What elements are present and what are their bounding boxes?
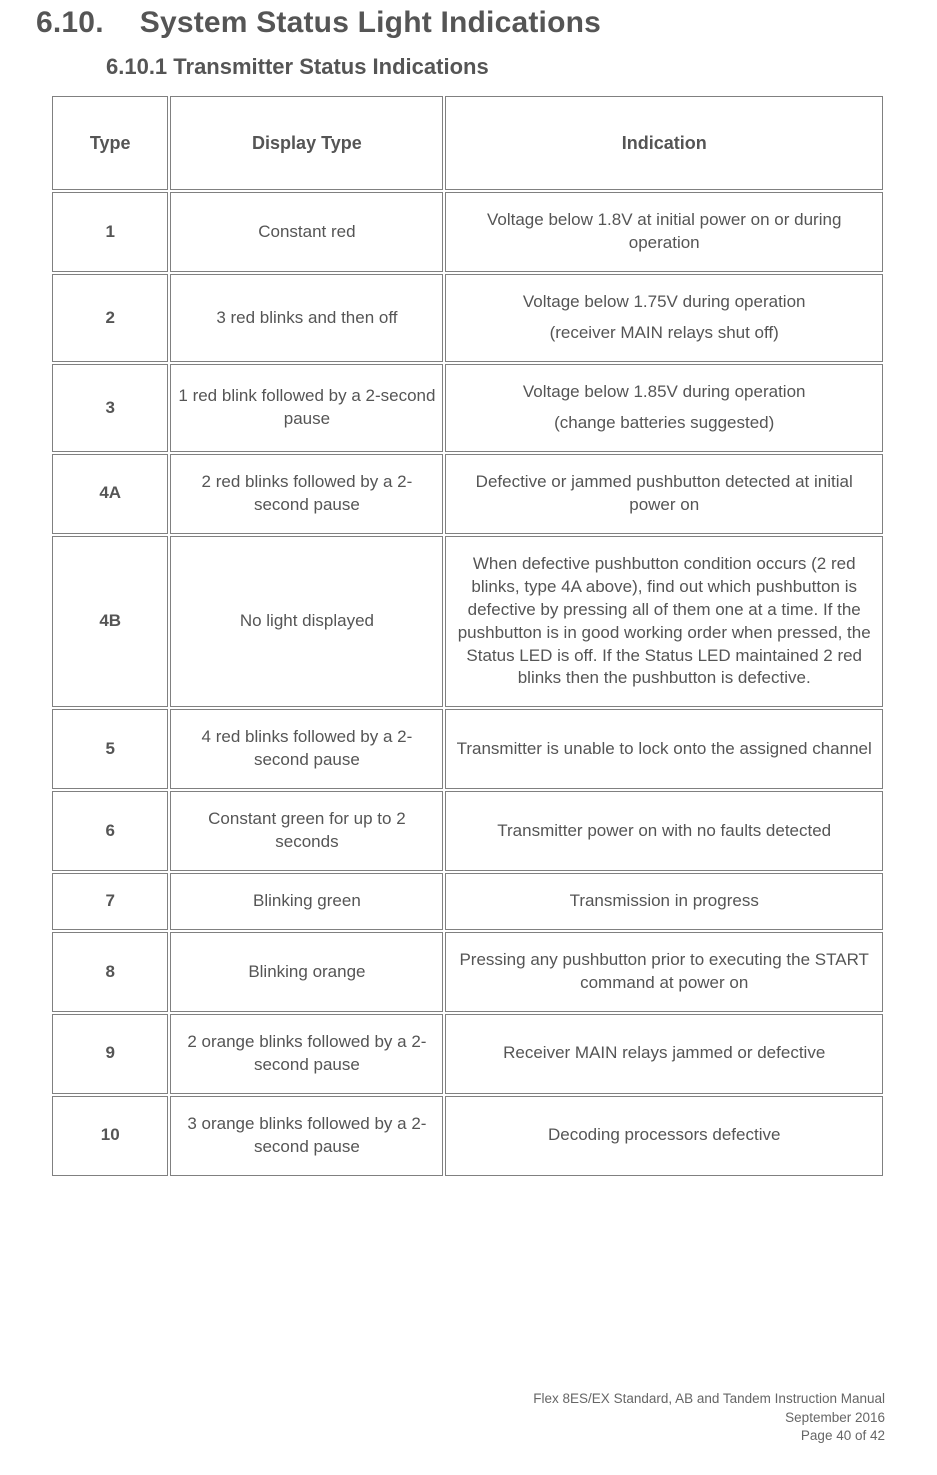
subsection-heading: 6.10.1 Transmitter Status Indications <box>106 54 887 80</box>
cell-indication: When defective pushbutton condition occu… <box>445 536 883 708</box>
cell-indication: Decoding processors defective <box>445 1096 883 1176</box>
cell-type: 6 <box>52 791 168 871</box>
cell-type: 7 <box>52 873 168 930</box>
col-header-indication: Indication <box>445 96 883 190</box>
page-footer: Flex 8ES/EX Standard, AB and Tandem Inst… <box>533 1390 885 1445</box>
cell-type: 4B <box>52 536 168 708</box>
indication-sub: (change batteries suggested) <box>452 412 876 435</box>
table-row: 6 Constant green for up to 2 seconds Tra… <box>52 791 883 871</box>
cell-display: 4 red blinks followed by a 2-second paus… <box>170 709 443 789</box>
section-title: System Status Light Indications <box>140 6 601 39</box>
cell-indication: Pressing any pushbutton prior to executi… <box>445 932 883 1012</box>
footer-page-number: Page 40 of 42 <box>533 1427 885 1445</box>
cell-type: 1 <box>52 192 168 272</box>
cell-display: Constant red <box>170 192 443 272</box>
table-row: 9 2 orange blinks followed by a 2-second… <box>52 1014 883 1094</box>
table-row: 4A 2 red blinks followed by a 2-second p… <box>52 454 883 534</box>
table-row: 10 3 orange blinks followed by a 2-secon… <box>52 1096 883 1176</box>
cell-indication: Voltage below 1.85V during operation (ch… <box>445 364 883 452</box>
footer-doc-title: Flex 8ES/EX Standard, AB and Tandem Inst… <box>533 1390 885 1408</box>
status-table: Type Display Type Indication 1 Constant … <box>50 94 885 1178</box>
section-number: 6.10. <box>36 6 104 40</box>
cell-type: 5 <box>52 709 168 789</box>
table-header-row: Type Display Type Indication <box>52 96 883 190</box>
table-row: 4B No light displayed When defective pus… <box>52 536 883 708</box>
table-row: 5 4 red blinks followed by a 2-second pa… <box>52 709 883 789</box>
document-page: 6.10. System Status Light Indications 6.1… <box>0 6 937 1475</box>
cell-type: 2 <box>52 274 168 362</box>
table-row: 7 Blinking green Transmission in progres… <box>52 873 883 930</box>
cell-indication: Transmitter is unable to lock onto the a… <box>445 709 883 789</box>
cell-indication: Transmitter power on with no faults dete… <box>445 791 883 871</box>
cell-display: Blinking orange <box>170 932 443 1012</box>
cell-indication: Voltage below 1.75V during operation (re… <box>445 274 883 362</box>
cell-type: 8 <box>52 932 168 1012</box>
cell-display: 1 red blink followed by a 2-second pause <box>170 364 443 452</box>
table-row: 1 Constant red Voltage below 1.8V at ini… <box>52 192 883 272</box>
footer-date: September 2016 <box>533 1409 885 1427</box>
col-header-display: Display Type <box>170 96 443 190</box>
cell-display: Constant green for up to 2 seconds <box>170 791 443 871</box>
cell-type: 4A <box>52 454 168 534</box>
table-row: 3 1 red blink followed by a 2-second pau… <box>52 364 883 452</box>
cell-display: No light displayed <box>170 536 443 708</box>
cell-indication: Receiver MAIN relays jammed or defective <box>445 1014 883 1094</box>
table-row: 8 Blinking orange Pressing any pushbutto… <box>52 932 883 1012</box>
indication-main: Voltage below 1.85V during operation <box>523 382 806 401</box>
cell-type: 3 <box>52 364 168 452</box>
col-header-type: Type <box>52 96 168 190</box>
cell-type: 9 <box>52 1014 168 1094</box>
cell-display: 2 orange blinks followed by a 2-second p… <box>170 1014 443 1094</box>
cell-display: 2 red blinks followed by a 2-second paus… <box>170 454 443 534</box>
cell-display: 3 orange blinks followed by a 2-second p… <box>170 1096 443 1176</box>
cell-type: 10 <box>52 1096 168 1176</box>
section-heading: 6.10. System Status Light Indications <box>36 6 887 40</box>
cell-indication: Transmission in progress <box>445 873 883 930</box>
indication-main: Voltage below 1.75V during operation <box>523 292 806 311</box>
cell-indication: Voltage below 1.8V at initial power on o… <box>445 192 883 272</box>
cell-indication: Defective or jammed pushbutton detected … <box>445 454 883 534</box>
table-row: 2 3 red blinks and then off Voltage belo… <box>52 274 883 362</box>
cell-display: Blinking green <box>170 873 443 930</box>
cell-display: 3 red blinks and then off <box>170 274 443 362</box>
indication-sub: (receiver MAIN relays shut off) <box>452 322 876 345</box>
